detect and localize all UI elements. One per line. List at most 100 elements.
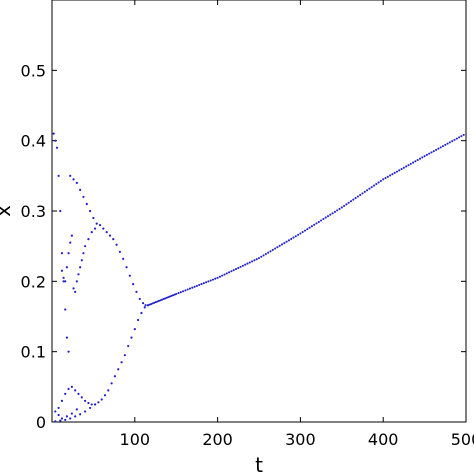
data-point (345, 203, 348, 206)
data-point (221, 274, 224, 277)
data-point (175, 292, 178, 296)
data-point (205, 281, 208, 284)
data-point (125, 266, 128, 269)
data-point (402, 166, 405, 169)
data-point (356, 195, 359, 198)
data-point (435, 148, 438, 151)
data-point (138, 297, 141, 301)
data-point (216, 276, 219, 279)
data-point (234, 268, 238, 271)
data-point (75, 181, 78, 184)
data-point (143, 306, 146, 309)
data-point (90, 231, 93, 234)
data-point (108, 234, 112, 237)
data-point (177, 292, 180, 295)
data-point (370, 186, 373, 189)
data-point (218, 275, 221, 278)
data-point (65, 266, 69, 269)
data-point (418, 157, 422, 160)
data-point (248, 261, 251, 264)
data-point (137, 318, 140, 322)
data-point (264, 252, 267, 256)
data-point (60, 252, 64, 255)
data-point (412, 161, 415, 164)
data-point (299, 232, 302, 235)
data-point (64, 392, 67, 395)
data-point (326, 215, 330, 218)
data-point (379, 179, 382, 182)
data-point (423, 155, 426, 158)
data-point (79, 188, 82, 191)
data-point (74, 415, 77, 418)
data-point (123, 354, 126, 357)
data-point (389, 174, 392, 177)
data-point (294, 235, 297, 238)
axis-ticks (52, 0, 467, 423)
data-point (60, 399, 64, 402)
data-point (64, 308, 67, 311)
data-point (179, 291, 182, 294)
data-point (60, 269, 64, 272)
data-point (290, 237, 293, 241)
data-point (232, 269, 235, 272)
data-point (84, 399, 87, 402)
data-point (446, 142, 449, 145)
data-point (425, 153, 428, 156)
data-point (54, 410, 57, 413)
data-point (228, 271, 231, 274)
data-point (70, 385, 73, 388)
data-point (65, 336, 69, 339)
data-point (333, 210, 336, 213)
data-point (80, 396, 83, 399)
data-point (421, 156, 424, 159)
data-point (239, 265, 242, 268)
data-point (241, 264, 244, 267)
data-point (386, 175, 389, 178)
data-point (198, 283, 201, 287)
x-tick-label: 500 (451, 430, 474, 449)
data-point (110, 382, 113, 385)
x-tick-label: 300 (285, 430, 316, 449)
data-point (113, 375, 117, 378)
data-point (88, 406, 92, 410)
data-point (274, 247, 277, 250)
data-point (359, 193, 362, 197)
data-point (117, 368, 120, 371)
data-point (59, 209, 62, 213)
x-axis-title: t (255, 453, 263, 474)
scatter-points (52, 132, 465, 423)
data-point (128, 274, 131, 277)
y-tick-label: 0.4 (21, 132, 46, 151)
data-point (269, 250, 272, 253)
data-point (195, 284, 198, 287)
data-point (88, 209, 92, 213)
data-point (283, 242, 286, 245)
y-tick-label: 0.1 (21, 343, 46, 362)
data-point (62, 280, 65, 283)
data-point (82, 252, 85, 255)
data-point (278, 244, 281, 247)
data-point (391, 173, 394, 176)
data-point (79, 413, 82, 416)
data-point (55, 146, 59, 149)
data-point (57, 406, 60, 410)
data-point (67, 350, 70, 353)
data-point (52, 132, 55, 135)
data-point (395, 170, 399, 173)
data-point (407, 164, 410, 167)
data-point (70, 234, 73, 237)
data-point (209, 279, 212, 282)
data-point (133, 328, 136, 331)
data-point (260, 255, 263, 258)
data-point (98, 223, 102, 227)
data-point (343, 204, 346, 207)
data-point (72, 287, 75, 290)
data-point (87, 401, 90, 405)
data-point (253, 259, 256, 262)
data-point (437, 147, 440, 150)
data-point (317, 220, 320, 223)
data-point (414, 160, 417, 163)
y-tick-label: 0.5 (21, 61, 46, 80)
data-point (57, 413, 60, 417)
